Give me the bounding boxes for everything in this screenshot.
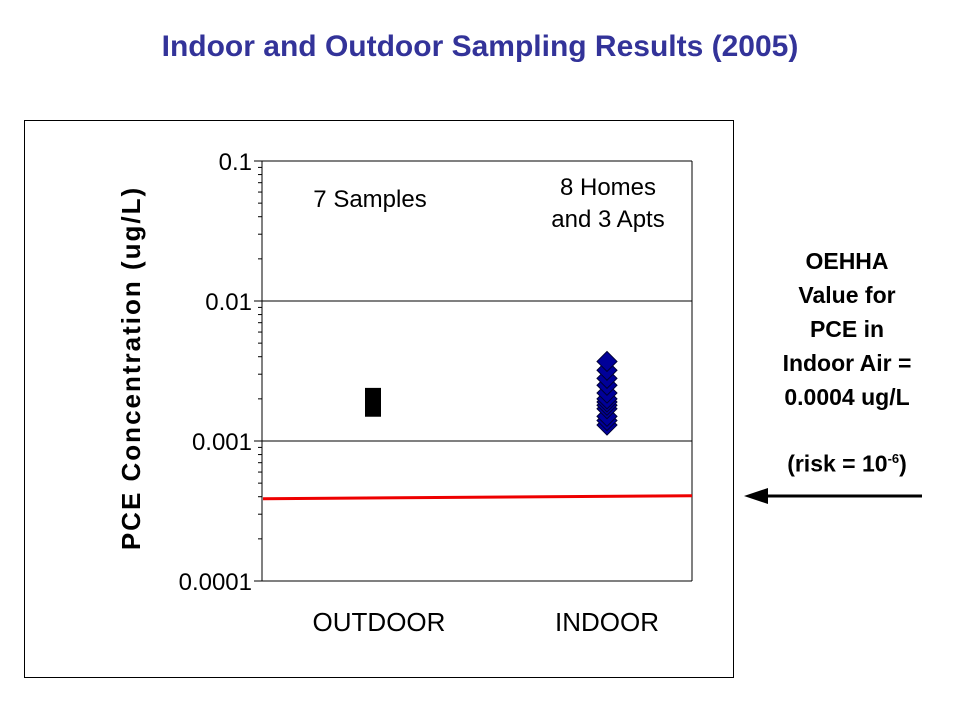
note-line: PCE in (809, 316, 885, 342)
chart-frame: 0.0001 0.001 0.01 0.1 PCE Concentration (ug/… (24, 120, 734, 678)
annotation-text: 8 Homes (560, 174, 656, 201)
grid-layer (262, 300, 692, 442)
risk-exponent: -6 (887, 451, 900, 466)
annotation-text: and 3 Apts (551, 206, 664, 233)
note-line: OEHHA (805, 248, 889, 274)
x-category-label: OUTDOOR (313, 607, 446, 637)
risk-prefix: (risk = 10 (787, 450, 888, 477)
data-point (596, 350, 618, 373)
arrow-left-icon (744, 488, 922, 504)
label-layer: 0.0001 0.001 0.01 0.1 PCE Concentration (ug/… (116, 149, 665, 637)
y-tick-label: 0.1 (219, 149, 252, 176)
risk-note: (risk = 10-6) (742, 442, 952, 481)
risk-suffix: ) (899, 450, 907, 477)
chart-svg: 0.0001 0.001 0.01 0.1 PCE Concentration (ug/… (116, 149, 693, 637)
y-axis-label: PCE Concentration (ug/L) (116, 186, 146, 550)
reference-line (262, 494, 693, 501)
note-line: Value for (798, 282, 896, 308)
y-tick-label: 0.01 (205, 289, 252, 316)
reference-line-layer (262, 494, 693, 501)
marks-layer (365, 350, 618, 436)
y-tick-label: 0.0001 (179, 569, 252, 596)
slide-title: Indoor and Outdoor Sampling Results (200… (161, 30, 799, 63)
axis-layer (254, 160, 693, 582)
data-point (365, 387, 381, 404)
note-line: 0.0004 ug/L (784, 384, 910, 410)
y-tick-label: 0.001 (192, 429, 252, 456)
note-line: Indoor Air = (782, 350, 912, 376)
x-category-label: INDOOR (555, 607, 659, 637)
annotation-text: 7 Samples (313, 186, 426, 213)
oehha-note: OEHHA Value for PCE in Indoor Air = 0.00… (742, 244, 952, 414)
